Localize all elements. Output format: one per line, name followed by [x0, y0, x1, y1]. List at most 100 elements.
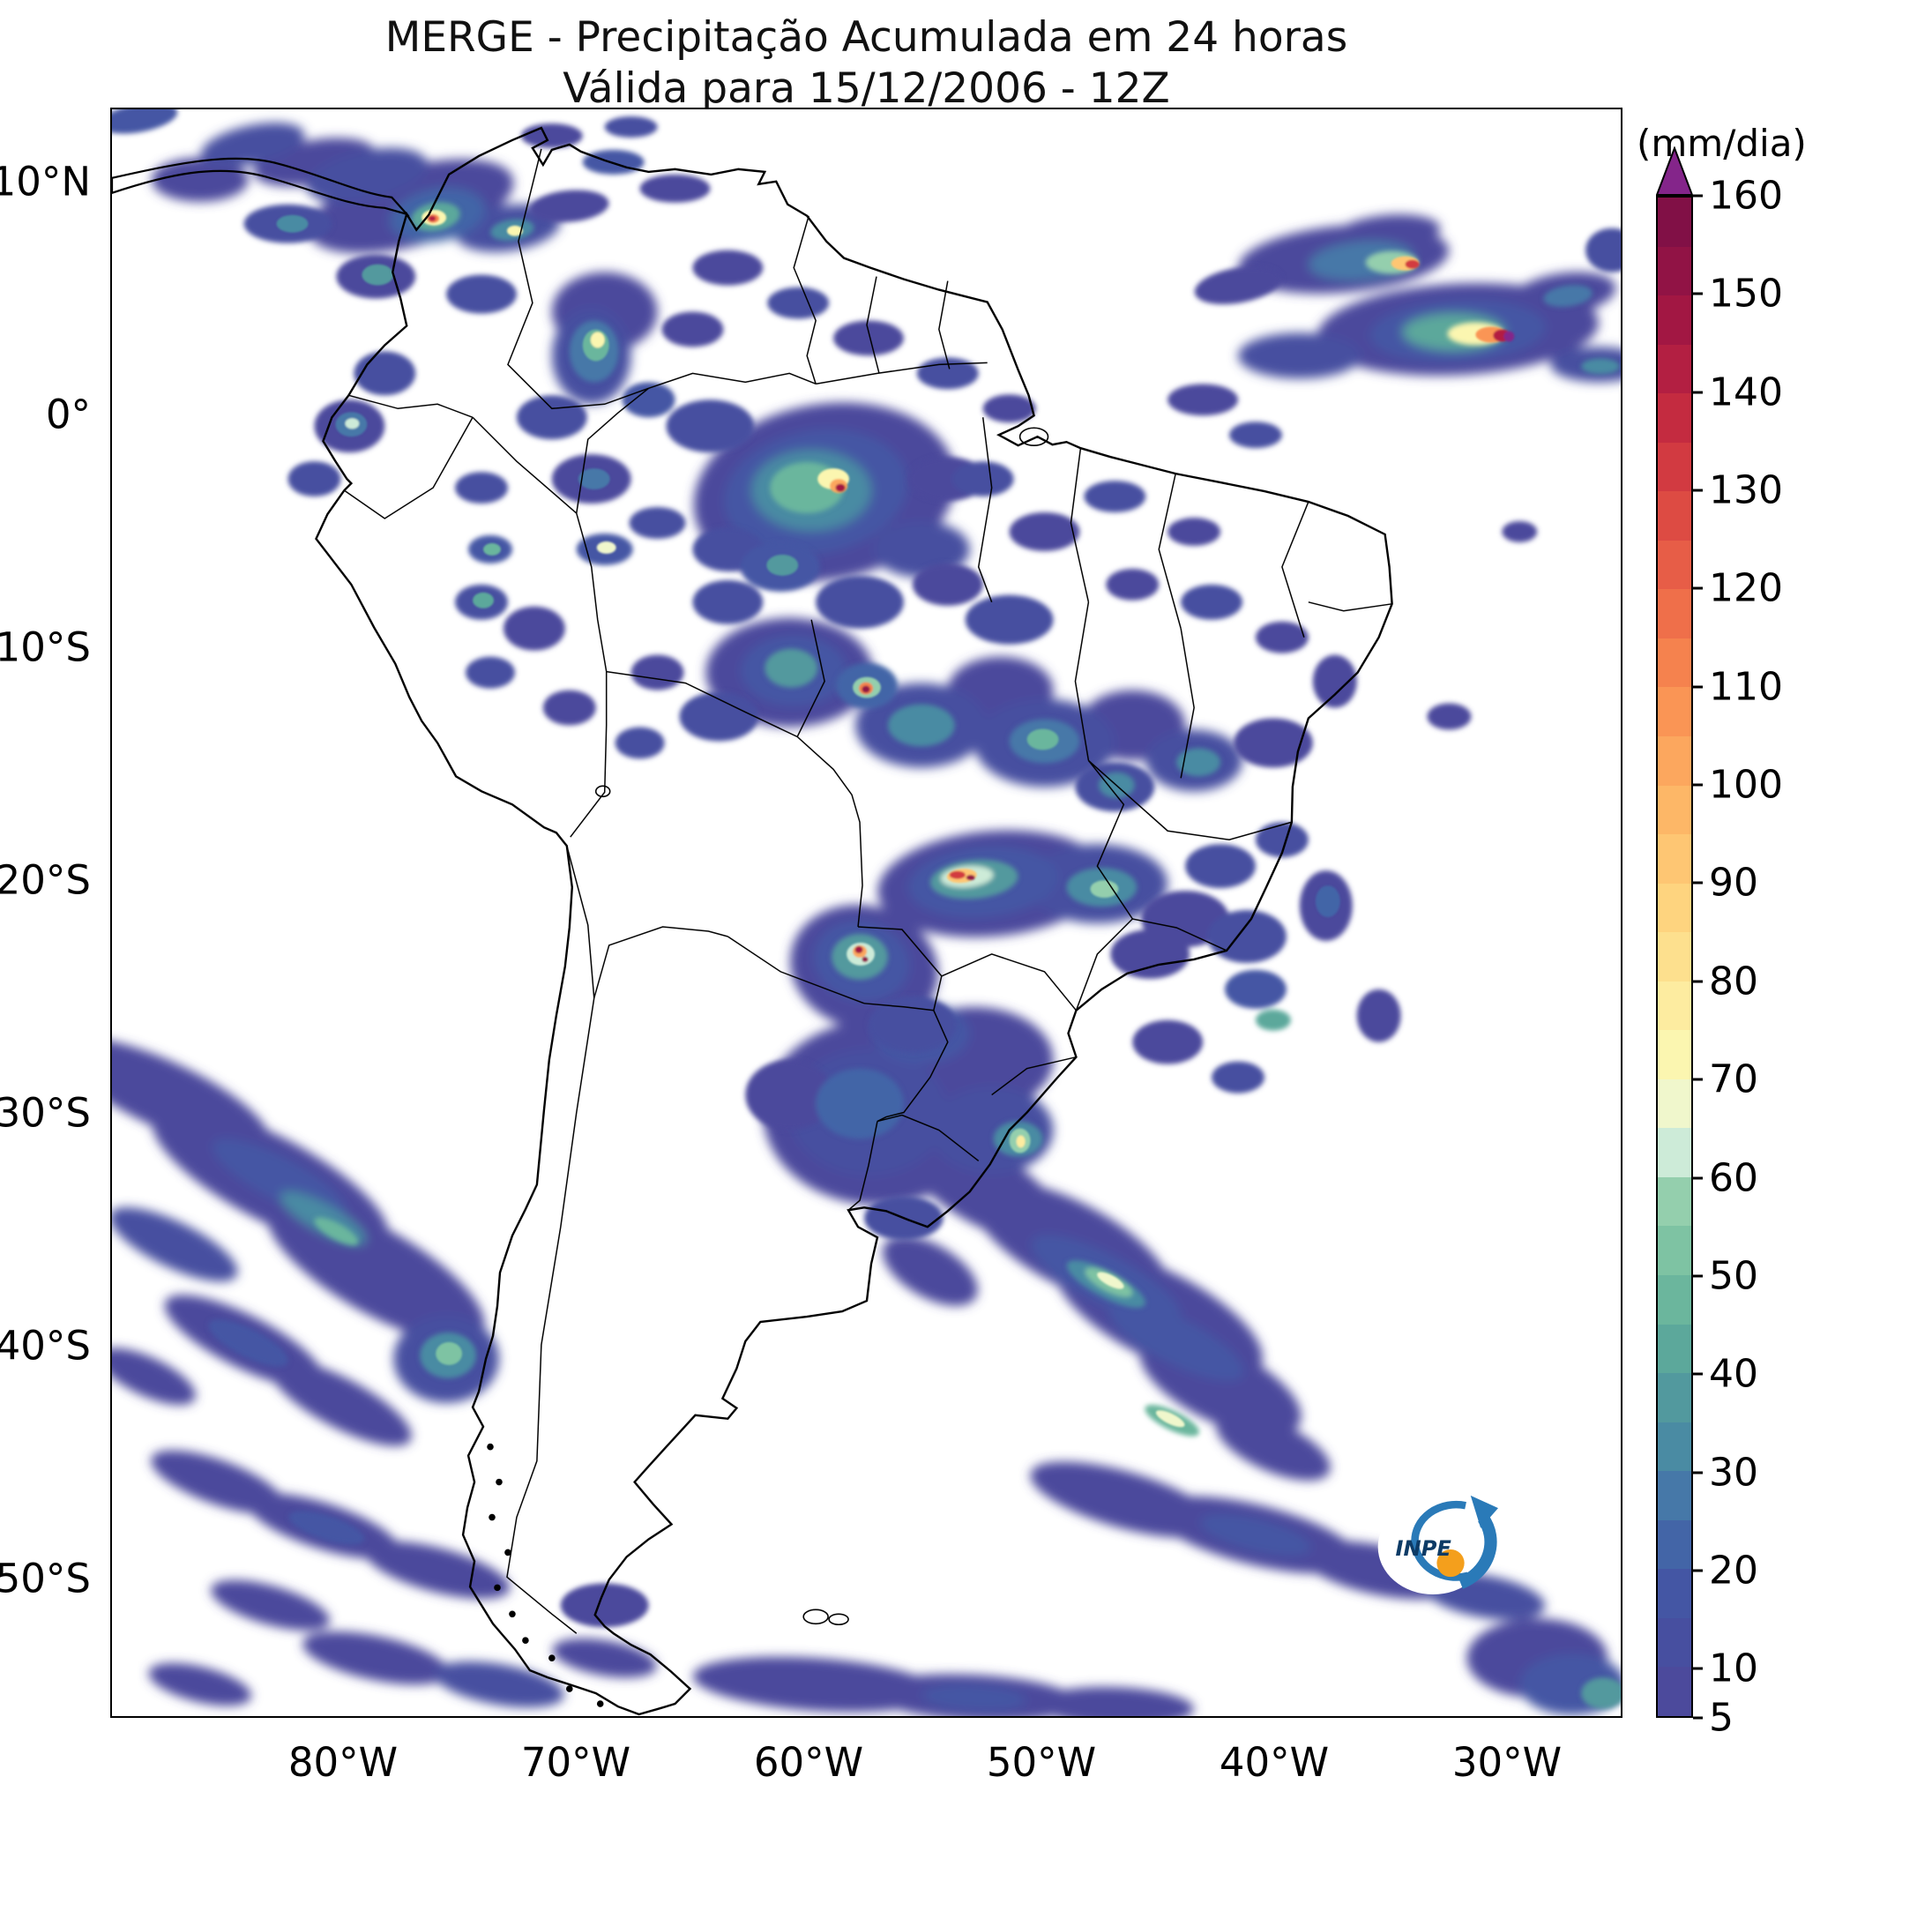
precip-cell [530, 190, 609, 223]
island [509, 1610, 516, 1618]
precip-cell [951, 461, 1014, 497]
precip-cell [578, 468, 610, 490]
country-border-path [857, 926, 943, 1011]
precip-cell [520, 123, 583, 148]
country-border-path [343, 416, 474, 519]
precip-cell [1255, 1009, 1291, 1031]
precip-cell [211, 1579, 330, 1631]
colorbar-tickmark [1693, 1274, 1703, 1278]
precip-cell [306, 147, 428, 203]
precip-cell [604, 116, 658, 138]
colorbar-tick-label: 70 [1709, 1056, 1758, 1102]
country-border-path [570, 671, 608, 838]
colorbar-tick-label: 80 [1709, 959, 1758, 1004]
colorbar-tickmark [1693, 489, 1703, 492]
precip-cell [1016, 1135, 1026, 1148]
precip-cell [1167, 517, 1221, 546]
map-panel: INPE [110, 108, 1622, 1718]
precip-layer-hotspots [276, 209, 1515, 1428]
lat-tick-label: 30°S [0, 1089, 91, 1137]
precip-cell [912, 563, 983, 606]
colorbar-segment [1658, 1667, 1691, 1716]
precip-cell [266, 1198, 485, 1343]
south-america-map [112, 109, 1621, 1716]
colorbar-tickmark [1693, 391, 1703, 394]
precip-cell [1238, 332, 1361, 379]
precip-cell [270, 1359, 412, 1446]
precip-cell [887, 704, 955, 747]
country-border-path [1158, 473, 1182, 629]
colorbar-unit-label: (mm/dia) [1637, 122, 1807, 165]
precip-cell [542, 690, 596, 726]
country-border-path [1075, 918, 1227, 1011]
colorbar-tickmark [1693, 881, 1703, 885]
coastline-path [315, 126, 1393, 1716]
precip-cell [1405, 259, 1420, 269]
island [494, 1584, 501, 1592]
precip-cell [506, 225, 523, 236]
colorbar-segment [1658, 393, 1691, 443]
precip-cell [1106, 568, 1160, 601]
precip-cell [503, 606, 565, 651]
precip-cell [868, 996, 957, 1053]
lat-tick-label: 20°S [0, 856, 91, 904]
colorbar-tick-label: 40 [1709, 1351, 1758, 1397]
island [802, 1609, 829, 1625]
islands [487, 427, 1049, 1707]
lon-tick-label: 50°W [986, 1739, 1097, 1786]
precip-cell [1543, 285, 1593, 308]
precip-cell [1009, 511, 1080, 551]
precip-cell [1581, 1677, 1621, 1710]
colorbar-segment [1658, 1373, 1691, 1422]
precip-cell [692, 579, 764, 624]
country-border-path [941, 953, 1078, 1011]
central-america-path [112, 157, 410, 216]
precip-cell [1090, 880, 1119, 899]
country-border-path [793, 215, 817, 384]
precip-cell [666, 399, 755, 453]
precip-cell [816, 1068, 904, 1139]
colorbar-tickmark [1693, 685, 1703, 689]
colorbar-tickmark [1693, 194, 1703, 198]
precip-cell [629, 507, 686, 539]
precip-cell [854, 945, 863, 953]
colorbar-segment [1658, 540, 1691, 590]
country-border-path [727, 936, 865, 1004]
island [565, 1685, 573, 1692]
logo-orange-dot-icon [1436, 1549, 1465, 1578]
precip-cell [679, 691, 759, 742]
colorbar-segment [1658, 1471, 1691, 1520]
country-border-path [576, 512, 608, 672]
precip-cell [862, 956, 869, 962]
colorbar-segment [1658, 1324, 1691, 1374]
precip-cell [615, 727, 665, 759]
precip-cell [965, 594, 1054, 645]
colorbar-segment [1658, 1128, 1691, 1177]
logo-arrow-curve-icon [1458, 1514, 1497, 1589]
colorbar-tickmark [1693, 1667, 1703, 1670]
precip-cell [1199, 1514, 1312, 1556]
country-border-path [796, 619, 825, 737]
colorbar-tickmark [1693, 1471, 1703, 1474]
precip-cell [1185, 844, 1256, 889]
precip-cell [473, 592, 494, 608]
precip-cell [112, 1347, 196, 1406]
precip-cell [1255, 822, 1309, 858]
country-border-path [1070, 448, 1090, 602]
precip-cell [966, 875, 975, 881]
precip-cell [276, 214, 309, 233]
colorbar-tick-label: 140 [1709, 370, 1783, 415]
country-border-path [1281, 501, 1309, 638]
precip-cell [816, 575, 904, 629]
precip-cell [345, 418, 360, 429]
colorbar-tickmark [1693, 292, 1703, 295]
country-border-path [507, 148, 649, 410]
colorbar-tick-label: 150 [1709, 271, 1783, 317]
colorbar-segment [1658, 1079, 1691, 1129]
precip-cell [434, 1661, 564, 1708]
precip-cell [1581, 358, 1621, 375]
precip-cell [745, 1059, 834, 1131]
country-borders [343, 148, 1392, 1634]
island [1018, 427, 1049, 446]
